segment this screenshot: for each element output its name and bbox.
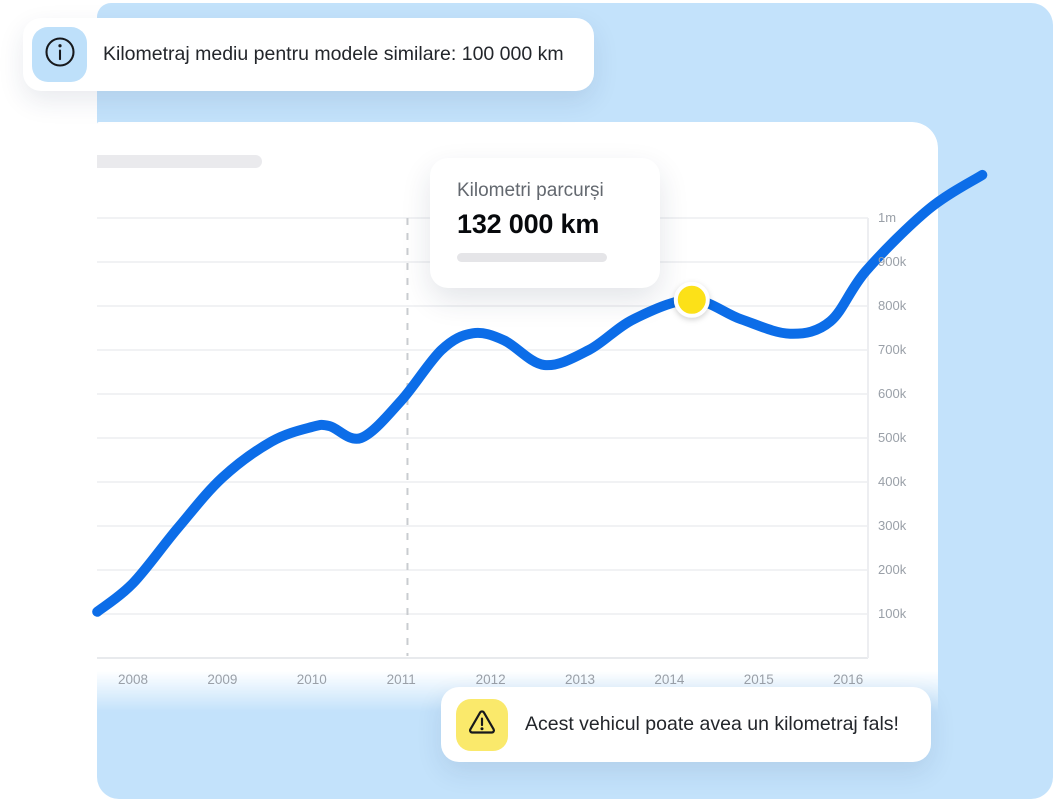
info-icon-tile (32, 27, 87, 82)
tooltip-skeleton-bar (457, 253, 607, 262)
mileage-tooltip: Kilometri parcurși 132 000 km (430, 158, 660, 288)
info-icon (43, 35, 77, 74)
warning-icon (465, 705, 499, 744)
fake-mileage-banner: Acest vehicul poate avea un kilometraj f… (441, 687, 931, 762)
average-mileage-banner: Kilometraj mediu pentru modele similare:… (23, 18, 594, 91)
warning-icon-tile (456, 698, 508, 751)
average-mileage-text: Kilometraj mediu pentru modele similare:… (103, 43, 564, 65)
fake-mileage-text: Acest vehicul poate avea un kilometraj f… (525, 713, 899, 735)
tooltip-title: Kilometri parcurși (457, 180, 604, 201)
tooltip-value: 132 000 km (457, 209, 600, 239)
card-title-skeleton (97, 155, 262, 168)
